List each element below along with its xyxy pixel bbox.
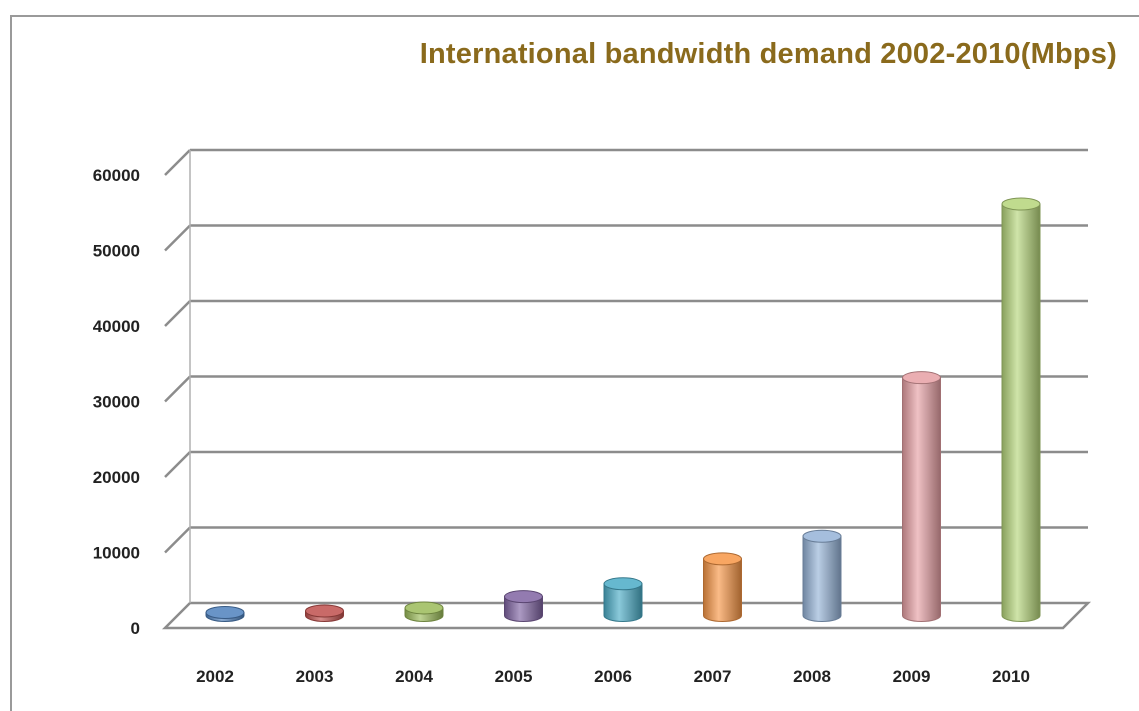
- bar-top: [305, 604, 344, 618]
- gridline-side: [164, 224, 191, 252]
- bar-2005: [504, 590, 543, 622]
- bar-2010: [1001, 197, 1041, 622]
- x-tick-label: 2010: [992, 667, 1030, 686]
- x-tick-label: 2005: [495, 667, 533, 686]
- gridline-side: [164, 375, 191, 403]
- bar-body: [703, 558, 742, 622]
- bar-top: [205, 605, 245, 619]
- bar-2004: [404, 601, 444, 622]
- x-tick-label: 2002: [196, 667, 234, 686]
- x-tick-label: 2004: [395, 667, 433, 686]
- bar-top: [703, 552, 742, 566]
- bar-2008: [802, 529, 842, 622]
- bar-body: [902, 377, 941, 622]
- bar-body: [1001, 203, 1041, 622]
- chart-title: International bandwidth demand 2002-2010…: [419, 38, 1117, 70]
- x-tick-label: 2009: [893, 667, 931, 686]
- bar-2009: [902, 371, 941, 622]
- y-tick-label: 30000: [93, 393, 140, 412]
- bar-top: [504, 590, 543, 604]
- y-tick-label: 20000: [93, 468, 140, 487]
- y-tick-label: 60000: [93, 166, 140, 185]
- x-tick-label: 2007: [694, 667, 732, 686]
- y-tick-label: 40000: [93, 317, 140, 336]
- bar-body: [802, 535, 842, 622]
- x-tick-label: 2006: [594, 667, 632, 686]
- gridline-side: [164, 451, 191, 478]
- bar-top: [802, 529, 842, 543]
- bar-body: [603, 583, 643, 622]
- gridline-side: [164, 300, 191, 327]
- x-tick-label: 2008: [793, 667, 831, 686]
- bar-top: [603, 577, 643, 591]
- gridline-side: [164, 526, 191, 554]
- bar-top: [902, 371, 941, 385]
- y-tick-label: 0: [131, 619, 140, 638]
- bar-2006: [603, 577, 643, 622]
- y-tick-label: 50000: [93, 242, 140, 261]
- bar-top: [404, 601, 444, 615]
- chart-frame: [10, 15, 1139, 711]
- bar-body: [504, 596, 543, 622]
- bar-2007: [703, 552, 742, 622]
- bar-top: [1001, 197, 1041, 211]
- y-tick-label: 10000: [93, 544, 140, 563]
- gridline-side: [164, 149, 191, 176]
- bar-2003: [305, 604, 344, 622]
- x-tick-label: 2003: [296, 667, 334, 686]
- bar-2002: [205, 605, 245, 622]
